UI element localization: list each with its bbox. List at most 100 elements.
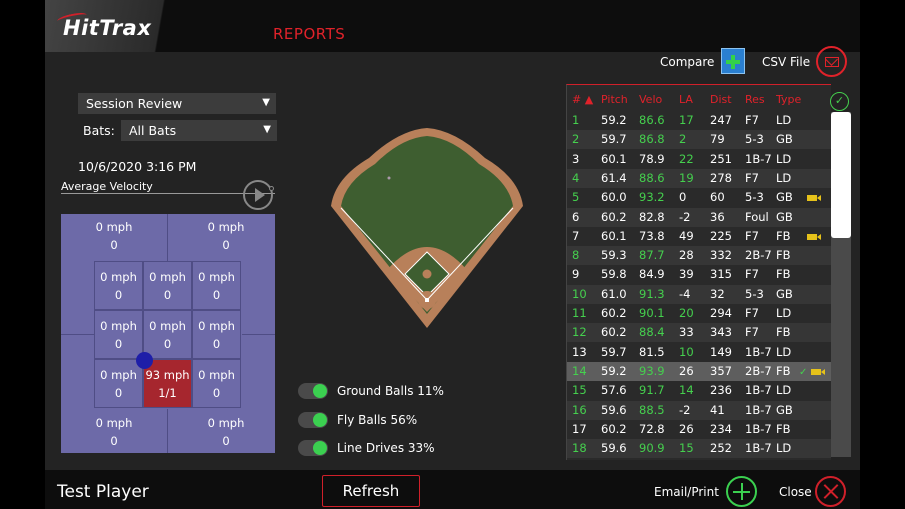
col-header-la[interactable]: LA: [679, 93, 693, 106]
table-row[interactable]: 18 59.6 90.9 15 252 1B-7 LD: [567, 439, 831, 459]
zone-inner-cell-hot[interactable]: 93 mph 1/1: [143, 359, 192, 408]
video-camera-icon[interactable]: [810, 368, 825, 375]
table-row[interactable]: 3 60.1 78.9 22 251 1B-7 LD: [567, 150, 831, 169]
cell-la: 28: [679, 248, 694, 263]
table-row[interactable]: 8 59.3 87.7 28 332 2B-7 FB: [567, 246, 831, 266]
cell-pitch: 59.6: [601, 441, 627, 456]
email-print-plus-icon[interactable]: [726, 476, 757, 507]
cell-velo: 86.8: [639, 132, 665, 147]
zone-inner-cell[interactable]: 0 mph 0: [143, 261, 192, 310]
video-camera-icon[interactable]: [807, 195, 821, 202]
cell-velo: 93.2: [639, 190, 665, 205]
cell-velo: 78.9: [639, 151, 665, 166]
table-row[interactable]: 15 57.6 91.7 14 236 1B-7 LD: [567, 381, 831, 400]
zone-inner-cell[interactable]: 0 mph 0: [192, 310, 241, 359]
cell-type: LD: [776, 170, 792, 185]
zone-count: 0: [114, 386, 123, 400]
table-row[interactable]: 7 60.1 73.8 49 225 F7 FB: [567, 227, 831, 246]
cell-la: -4: [679, 286, 691, 301]
cell-type: GB: [776, 190, 793, 205]
bats-dropdown[interactable]: All Bats ▼: [121, 120, 277, 141]
cell-res: Foul: [745, 209, 769, 224]
zone-inner-cell[interactable]: 0 mph 0: [143, 310, 192, 359]
cell-velo: 82.8: [639, 209, 665, 224]
zone-inner-cell[interactable]: 0 mph 0: [94, 261, 143, 310]
zone-divider: [167, 409, 168, 453]
select-all-check-icon[interactable]: ✓: [830, 92, 849, 111]
table-row[interactable]: 14 59.2 93.9 26 357 2B-7 FB ✓: [567, 361, 831, 381]
cell-num: 3: [572, 151, 580, 166]
cell-la: 33: [679, 325, 694, 340]
pitch-location-dot: [136, 352, 153, 369]
cell-la: 49: [679, 228, 694, 243]
col-header-pitch[interactable]: Pitch: [601, 93, 628, 106]
cell-type: LD: [776, 441, 792, 456]
zone-outer-bottom-left[interactable]: 0 mph 0: [61, 414, 167, 450]
table-row[interactable]: 13 59.7 81.5 10 149 1B-7 LD: [567, 343, 831, 362]
table-row[interactable]: 2 59.7 86.8 2 79 5-3 GB: [567, 130, 831, 150]
home-plate: [425, 298, 429, 302]
table-row[interactable]: 10 61.0 91.3 -4 32 5-3 GB: [567, 284, 831, 304]
zone-divider: [61, 334, 94, 335]
zone-inner-cell[interactable]: 0 mph 0: [94, 359, 143, 408]
zone-mph: 0 mph: [198, 270, 235, 284]
col-header-type[interactable]: Type: [776, 93, 802, 106]
cell-la: 22: [679, 151, 694, 166]
zone-inner-cell[interactable]: 0 mph 0: [192, 261, 241, 310]
table-row[interactable]: 1 59.2 86.6 17 247 F7 LD: [567, 111, 831, 130]
table-row[interactable]: 5 60.0 93.2 0 60 5-3 GB: [567, 188, 831, 207]
close-x-icon[interactable]: [815, 476, 846, 507]
cell-pitch: 60.1: [601, 228, 627, 243]
cell-velo: 88.5: [639, 402, 665, 417]
zone-title-divider: [61, 193, 275, 194]
cell-la: 10: [679, 344, 694, 359]
video-camera-icon[interactable]: [807, 233, 821, 240]
zone-outer-top-left[interactable]: 0 mph 0: [61, 218, 167, 254]
table-row[interactable]: 6 60.2 82.8 -2 36 Foul GB: [567, 207, 831, 227]
zone-inner-cell[interactable]: 0 mph 0: [94, 310, 143, 359]
right-foul-line: [426, 207, 514, 301]
table-row[interactable]: 17 60.2 72.8 26 234 1B-7 FB: [567, 420, 831, 439]
cell-type: FB: [776, 421, 791, 436]
csv-email-icon[interactable]: [816, 46, 847, 77]
table-header-row: # ▲ Pitch Velo LA Dist Res Type: [567, 85, 831, 111]
cell-dist: 278: [710, 170, 732, 185]
cell-res: 5-3: [745, 132, 764, 147]
zone-outer-bottom-right[interactable]: 0 mph 0: [173, 414, 279, 450]
ground-balls-toggle[interactable]: [298, 383, 328, 399]
cell-num: 16: [572, 402, 587, 417]
cell-velo: 81.5: [639, 344, 665, 359]
cell-num: 13: [572, 344, 587, 359]
col-header-velo[interactable]: Velo: [639, 93, 663, 106]
session-dropdown[interactable]: Session Review ▼: [78, 93, 276, 114]
table-row[interactable]: 12 60.2 88.4 33 343 F7 FB: [567, 323, 831, 343]
table-row[interactable]: 9 59.8 84.9 39 315 F7 FB: [567, 265, 831, 284]
cell-pitch: 59.2: [601, 113, 627, 127]
footer-bar: [45, 470, 860, 509]
zone-count: 0: [212, 288, 221, 302]
fly-balls-label: Fly Balls 56%: [337, 413, 418, 427]
table-row[interactable]: 4 61.4 88.6 19 278 F7 LD: [567, 168, 831, 188]
table-scrollbar-thumb[interactable]: [831, 112, 851, 238]
compare-add-icon[interactable]: [721, 48, 745, 74]
cell-velo: 88.4: [639, 325, 665, 340]
cell-pitch: 59.3: [601, 248, 627, 263]
cell-num: 1: [572, 113, 580, 127]
col-header-dist[interactable]: Dist: [710, 93, 732, 106]
col-header-num[interactable]: # ▲: [572, 93, 594, 106]
cell-res: F7: [745, 113, 759, 127]
play-video-icon[interactable]: [243, 180, 274, 210]
zone-count: 0: [110, 238, 118, 252]
cell-la: 0: [679, 190, 687, 205]
cell-pitch: 59.7: [601, 344, 627, 359]
refresh-button[interactable]: Refresh: [322, 475, 420, 507]
line-drives-toggle[interactable]: [298, 440, 328, 456]
zone-inner-cell[interactable]: 0 mph 0: [192, 359, 241, 408]
player-name: Test Player: [57, 482, 149, 502]
close-label: Close: [779, 485, 812, 499]
zone-outer-top-right[interactable]: 0 mph 0: [173, 218, 279, 254]
table-row[interactable]: 16 59.6 88.5 -2 41 1B-7 GB: [567, 400, 831, 420]
fly-balls-toggle[interactable]: [298, 412, 328, 428]
col-header-res[interactable]: Res: [745, 93, 765, 106]
table-row[interactable]: 11 60.2 90.1 20 294 F7 LD: [567, 304, 831, 323]
